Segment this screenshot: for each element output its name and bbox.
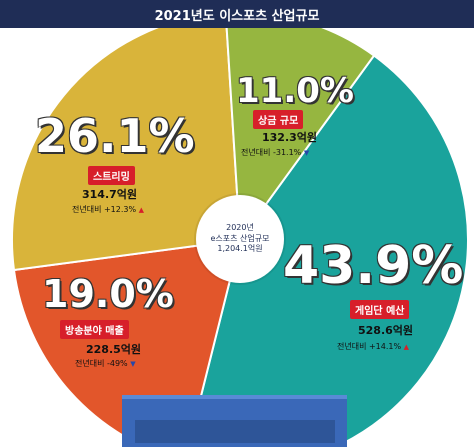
gaming-desk-front xyxy=(135,420,335,443)
pct-label-prize: 11.0% xyxy=(236,71,354,111)
center-label: e스포츠 산업규모 xyxy=(210,233,270,243)
amount-prize: 132.3억원 xyxy=(262,131,318,144)
change-text: 전년대비 +14.1% xyxy=(337,342,402,351)
tag-streaming: 스트리밍 xyxy=(88,166,135,185)
pie-slice-2 xyxy=(11,28,242,272)
change-prize: 전년대비 -31.1% ▼ xyxy=(241,147,309,158)
down-arrow-icon: ▼ xyxy=(130,360,136,368)
amount-broadcast: 228.5억원 xyxy=(86,343,142,356)
pie-chart xyxy=(11,28,469,443)
pct-label-team-budget: 43.9% xyxy=(283,236,464,296)
pie-slice-3 xyxy=(225,28,376,243)
pct-label-streaming: 26.1% xyxy=(35,109,195,163)
change-text: 전년대비 -31.1% xyxy=(241,148,302,157)
pie-slice-1 xyxy=(12,238,242,443)
amount-team-budget: 528.6억원 xyxy=(358,324,414,337)
center-total-circle: 2020년 e스포츠 산업규모 1,204.1억원 xyxy=(196,195,284,283)
center-year: 2020년 xyxy=(226,222,254,232)
change-team-budget: 전년대비 +14.1% ▲ xyxy=(337,341,409,352)
pie-slice-0 xyxy=(188,54,469,443)
tag-team-budget: 게임단 예산 xyxy=(350,300,410,319)
up-arrow-icon: ▲ xyxy=(138,206,145,214)
pct-label-broadcast: 19.0% xyxy=(42,272,174,316)
center-total: 1,204.1억원 xyxy=(217,244,263,254)
change-streaming: 전년대비 +12.3% ▲ xyxy=(72,204,144,215)
change-text: 전년대비 +12.3% xyxy=(72,205,137,214)
up-arrow-icon: ▲ xyxy=(403,343,410,351)
chart-title: 2021년도 이스포츠 산업규모 xyxy=(0,0,474,28)
change-text: 전년대비 -49% xyxy=(75,359,128,368)
tag-prize: 상금 규모 xyxy=(253,110,304,129)
tag-broadcast: 방송분야 매출 xyxy=(60,320,129,339)
change-broadcast: 전년대비 -49% ▼ xyxy=(75,358,136,369)
down-arrow-icon: ▼ xyxy=(303,149,310,157)
amount-streaming: 314.7억원 xyxy=(82,188,138,201)
